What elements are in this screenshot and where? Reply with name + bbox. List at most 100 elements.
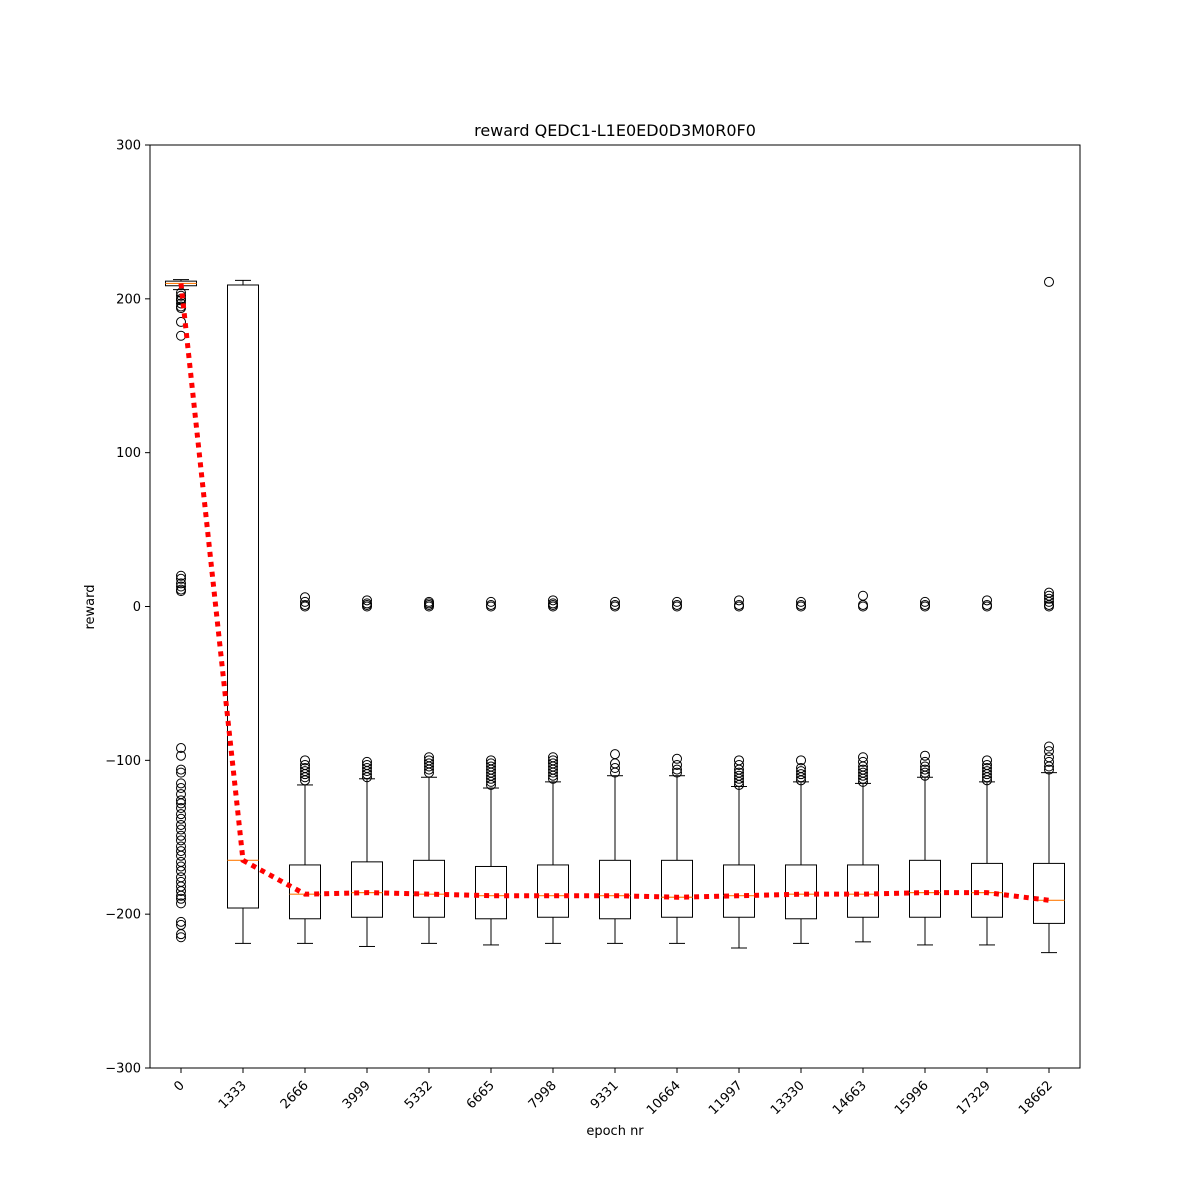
outlier-point (176, 586, 186, 597)
outlier-point (672, 764, 682, 775)
outlier-point (176, 813, 186, 824)
outlier-point (982, 772, 992, 783)
outlier-point (176, 743, 186, 754)
box-body (909, 859, 941, 918)
outlier-point (176, 767, 186, 778)
outlier-point (796, 772, 806, 783)
x-axis-label: epoch nr (586, 1124, 644, 1139)
outlier-point (1044, 593, 1054, 604)
outlier-point (176, 890, 186, 901)
outlier-point (858, 770, 868, 781)
outlier-point (610, 596, 620, 607)
outlier-point (176, 824, 186, 835)
outlier-point (424, 761, 434, 772)
outlier-point (548, 601, 558, 612)
outlier-point (1044, 756, 1054, 767)
plot-area (165, 276, 1065, 954)
outlier-point (734, 773, 744, 784)
outlier-point (796, 596, 806, 607)
outlier-point (176, 866, 186, 877)
outlier-point (176, 578, 186, 589)
box-13330 (785, 781, 817, 944)
box-body (971, 862, 1003, 918)
y-tick-label: 100 (116, 446, 141, 461)
outlier-point (920, 596, 930, 607)
outlier-point (176, 898, 186, 909)
outlier-point (300, 775, 310, 786)
outlier-point (1044, 764, 1054, 775)
outlier-point (424, 601, 434, 612)
box-7998 (537, 781, 569, 944)
box-body (537, 864, 569, 918)
outlier-point (1044, 746, 1054, 757)
outlier-point (176, 886, 186, 897)
outlier-point (548, 773, 558, 784)
outlier-point (858, 756, 868, 767)
outlier-point (1044, 741, 1054, 752)
outlier-point (982, 755, 992, 766)
box-2666 (289, 784, 321, 944)
outlier-point (672, 753, 682, 764)
outlier-point (176, 798, 186, 809)
trend-line (178, 283, 1050, 903)
outlier-point (176, 861, 186, 872)
outlier-point (1044, 276, 1054, 287)
outlier-point (734, 601, 744, 612)
outlier-point (982, 769, 992, 780)
box-body (413, 859, 445, 918)
outlier-point (858, 776, 868, 787)
y-tick-label: 200 (116, 292, 141, 307)
outlier-point (796, 769, 806, 780)
outlier-point (176, 803, 186, 814)
chart-title: reward QEDC1-L1E0ED0D3M0R0F0 (474, 121, 756, 140)
outlier-point (796, 775, 806, 786)
outlier-point (300, 769, 310, 780)
outlier-point (176, 581, 186, 592)
outlier-point (362, 595, 372, 606)
outlier-point (982, 601, 992, 612)
outlier-point (176, 778, 186, 789)
box-18662 (1033, 772, 1065, 954)
y-axis-label: reward (83, 584, 98, 629)
outlier-point (548, 595, 558, 606)
outlier-point (176, 750, 186, 761)
outlier-point (176, 809, 186, 820)
outlier-point (176, 795, 186, 806)
box-body (847, 864, 879, 918)
outlier-point (176, 929, 186, 940)
outlier-point (548, 770, 558, 781)
outlier-point (982, 595, 992, 606)
outlier-point (176, 916, 186, 927)
outlier-point (734, 776, 744, 787)
outlier-point (424, 764, 434, 775)
outlier-point (734, 759, 744, 770)
outlier-point (672, 767, 682, 778)
outlier-point (424, 767, 434, 778)
outlier-point (610, 763, 620, 774)
outlier-point (858, 773, 868, 784)
outlier-point (920, 756, 930, 767)
box-body (475, 865, 507, 920)
outlier-point (796, 601, 806, 612)
outlier-point (486, 776, 496, 787)
box-1333 (227, 279, 259, 944)
outlier-point (610, 767, 620, 778)
outlier-point (920, 750, 930, 761)
y-tick-label: −300 (105, 1062, 141, 1077)
outlier-point (176, 570, 186, 581)
outlier-point (920, 767, 930, 778)
outlier-point (362, 766, 372, 777)
box-body (661, 859, 693, 918)
outlier-point (176, 846, 186, 857)
box-body (1033, 862, 1065, 924)
box-body (723, 864, 755, 918)
outlier-point (176, 893, 186, 904)
outlier-point (176, 290, 186, 301)
y-tick-label: 300 (116, 139, 141, 154)
y-axis: −300 −200 −100 0 100 200 300 (105, 139, 150, 1077)
box-body (351, 861, 383, 918)
outlier-point (176, 573, 186, 584)
outlier-point (672, 596, 682, 607)
outlier-point (486, 601, 496, 612)
